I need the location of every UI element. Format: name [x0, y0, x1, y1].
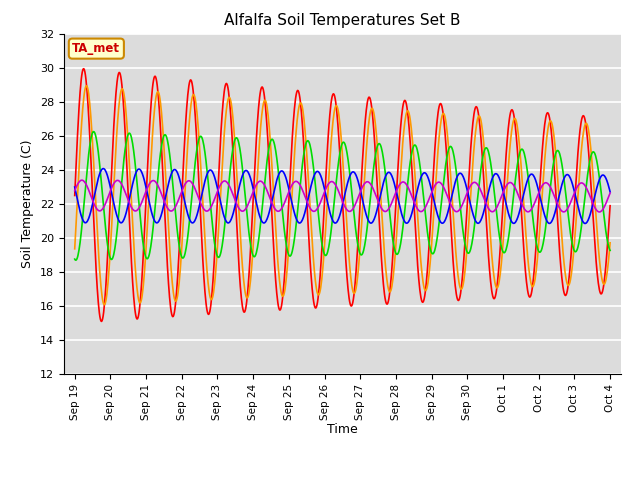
- Y-axis label: Soil Temperature (C): Soil Temperature (C): [22, 140, 35, 268]
- X-axis label: Time: Time: [327, 423, 358, 436]
- Text: TA_met: TA_met: [72, 42, 120, 55]
- Title: Alfalfa Soil Temperatures Set B: Alfalfa Soil Temperatures Set B: [224, 13, 461, 28]
